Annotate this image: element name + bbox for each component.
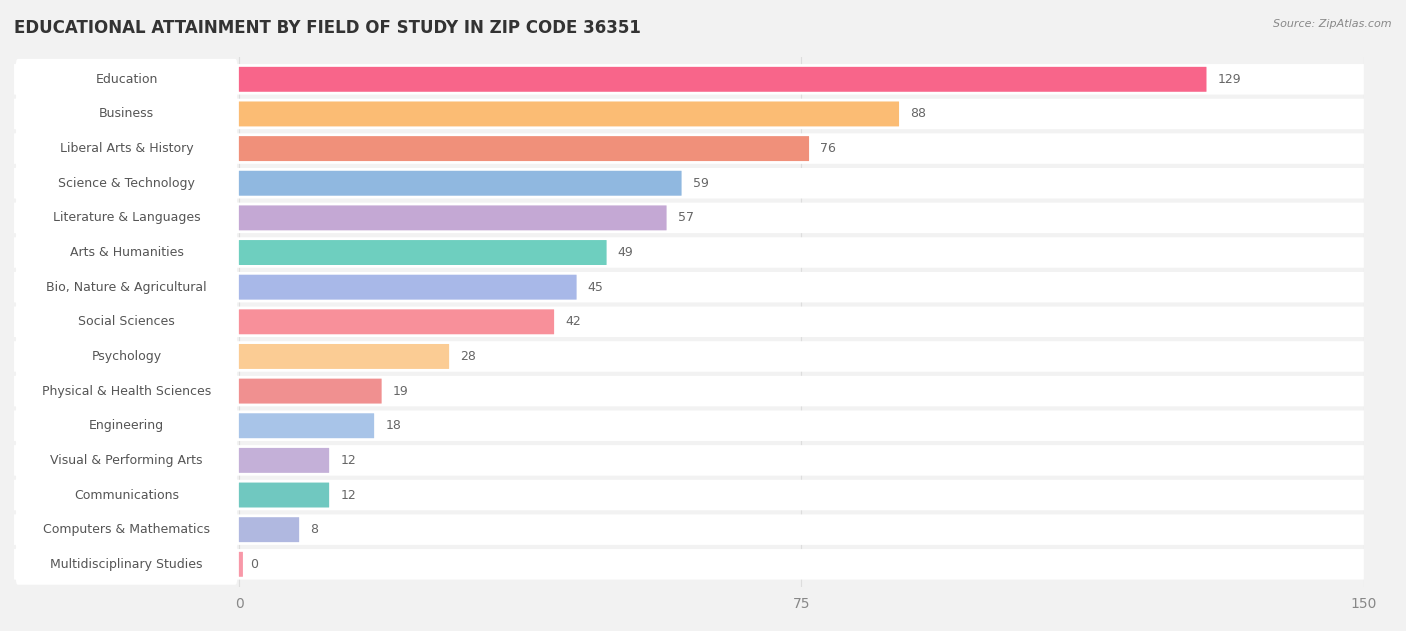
Text: Science & Technology: Science & Technology (58, 177, 195, 190)
Text: 18: 18 (385, 419, 401, 432)
FancyBboxPatch shape (14, 307, 1364, 337)
Text: Arts & Humanities: Arts & Humanities (70, 246, 183, 259)
Text: Communications: Communications (75, 488, 179, 502)
Text: Liberal Arts & History: Liberal Arts & History (59, 142, 194, 155)
Text: 12: 12 (340, 488, 356, 502)
FancyBboxPatch shape (14, 98, 1364, 129)
FancyBboxPatch shape (15, 440, 238, 481)
FancyBboxPatch shape (15, 163, 238, 204)
FancyBboxPatch shape (239, 102, 898, 126)
FancyBboxPatch shape (14, 549, 1364, 579)
FancyBboxPatch shape (239, 483, 329, 507)
FancyBboxPatch shape (239, 344, 449, 369)
FancyBboxPatch shape (14, 514, 1364, 545)
FancyBboxPatch shape (14, 480, 1364, 510)
FancyBboxPatch shape (14, 445, 1364, 476)
FancyBboxPatch shape (15, 509, 238, 550)
FancyBboxPatch shape (14, 203, 1364, 233)
FancyBboxPatch shape (239, 413, 374, 438)
FancyBboxPatch shape (239, 206, 666, 230)
FancyBboxPatch shape (15, 302, 238, 342)
FancyBboxPatch shape (14, 341, 1364, 372)
Text: 42: 42 (565, 316, 581, 328)
Text: Bio, Nature & Agricultural: Bio, Nature & Agricultural (46, 281, 207, 293)
Text: 129: 129 (1218, 73, 1241, 86)
Text: Literature & Languages: Literature & Languages (53, 211, 200, 225)
Text: 19: 19 (392, 385, 409, 398)
FancyBboxPatch shape (239, 136, 808, 161)
Text: 57: 57 (678, 211, 693, 225)
Text: Business: Business (98, 107, 155, 121)
Text: EDUCATIONAL ATTAINMENT BY FIELD OF STUDY IN ZIP CODE 36351: EDUCATIONAL ATTAINMENT BY FIELD OF STUDY… (14, 19, 641, 37)
FancyBboxPatch shape (239, 379, 381, 404)
Text: Psychology: Psychology (91, 350, 162, 363)
FancyBboxPatch shape (15, 59, 238, 100)
FancyBboxPatch shape (15, 232, 238, 273)
FancyBboxPatch shape (14, 133, 1364, 164)
FancyBboxPatch shape (239, 274, 576, 300)
Text: Engineering: Engineering (89, 419, 165, 432)
FancyBboxPatch shape (14, 168, 1364, 199)
Text: Social Sciences: Social Sciences (79, 316, 174, 328)
FancyBboxPatch shape (239, 309, 554, 334)
FancyBboxPatch shape (239, 171, 682, 196)
FancyBboxPatch shape (239, 67, 1206, 91)
FancyBboxPatch shape (14, 64, 1364, 95)
Text: Source: ZipAtlas.com: Source: ZipAtlas.com (1274, 19, 1392, 29)
FancyBboxPatch shape (15, 128, 238, 169)
Text: 45: 45 (588, 281, 603, 293)
Text: 0: 0 (250, 558, 259, 571)
FancyBboxPatch shape (15, 405, 238, 446)
FancyBboxPatch shape (15, 267, 238, 307)
FancyBboxPatch shape (14, 376, 1364, 406)
Text: Visual & Performing Arts: Visual & Performing Arts (51, 454, 202, 467)
FancyBboxPatch shape (15, 336, 238, 377)
FancyBboxPatch shape (239, 448, 329, 473)
Text: 8: 8 (311, 523, 318, 536)
Text: Multidisciplinary Studies: Multidisciplinary Studies (51, 558, 202, 571)
FancyBboxPatch shape (14, 411, 1364, 441)
FancyBboxPatch shape (15, 370, 238, 411)
FancyBboxPatch shape (14, 237, 1364, 268)
FancyBboxPatch shape (15, 198, 238, 239)
FancyBboxPatch shape (239, 240, 606, 265)
FancyBboxPatch shape (15, 475, 238, 516)
Text: 76: 76 (820, 142, 837, 155)
Text: Education: Education (96, 73, 157, 86)
FancyBboxPatch shape (239, 552, 243, 577)
Text: 28: 28 (460, 350, 477, 363)
Text: 49: 49 (617, 246, 634, 259)
FancyBboxPatch shape (15, 544, 238, 585)
Text: Physical & Health Sciences: Physical & Health Sciences (42, 385, 211, 398)
Text: 12: 12 (340, 454, 356, 467)
Text: Computers & Mathematics: Computers & Mathematics (44, 523, 209, 536)
FancyBboxPatch shape (239, 517, 299, 542)
FancyBboxPatch shape (14, 272, 1364, 302)
Text: 88: 88 (910, 107, 927, 121)
Text: 59: 59 (693, 177, 709, 190)
FancyBboxPatch shape (15, 93, 238, 134)
